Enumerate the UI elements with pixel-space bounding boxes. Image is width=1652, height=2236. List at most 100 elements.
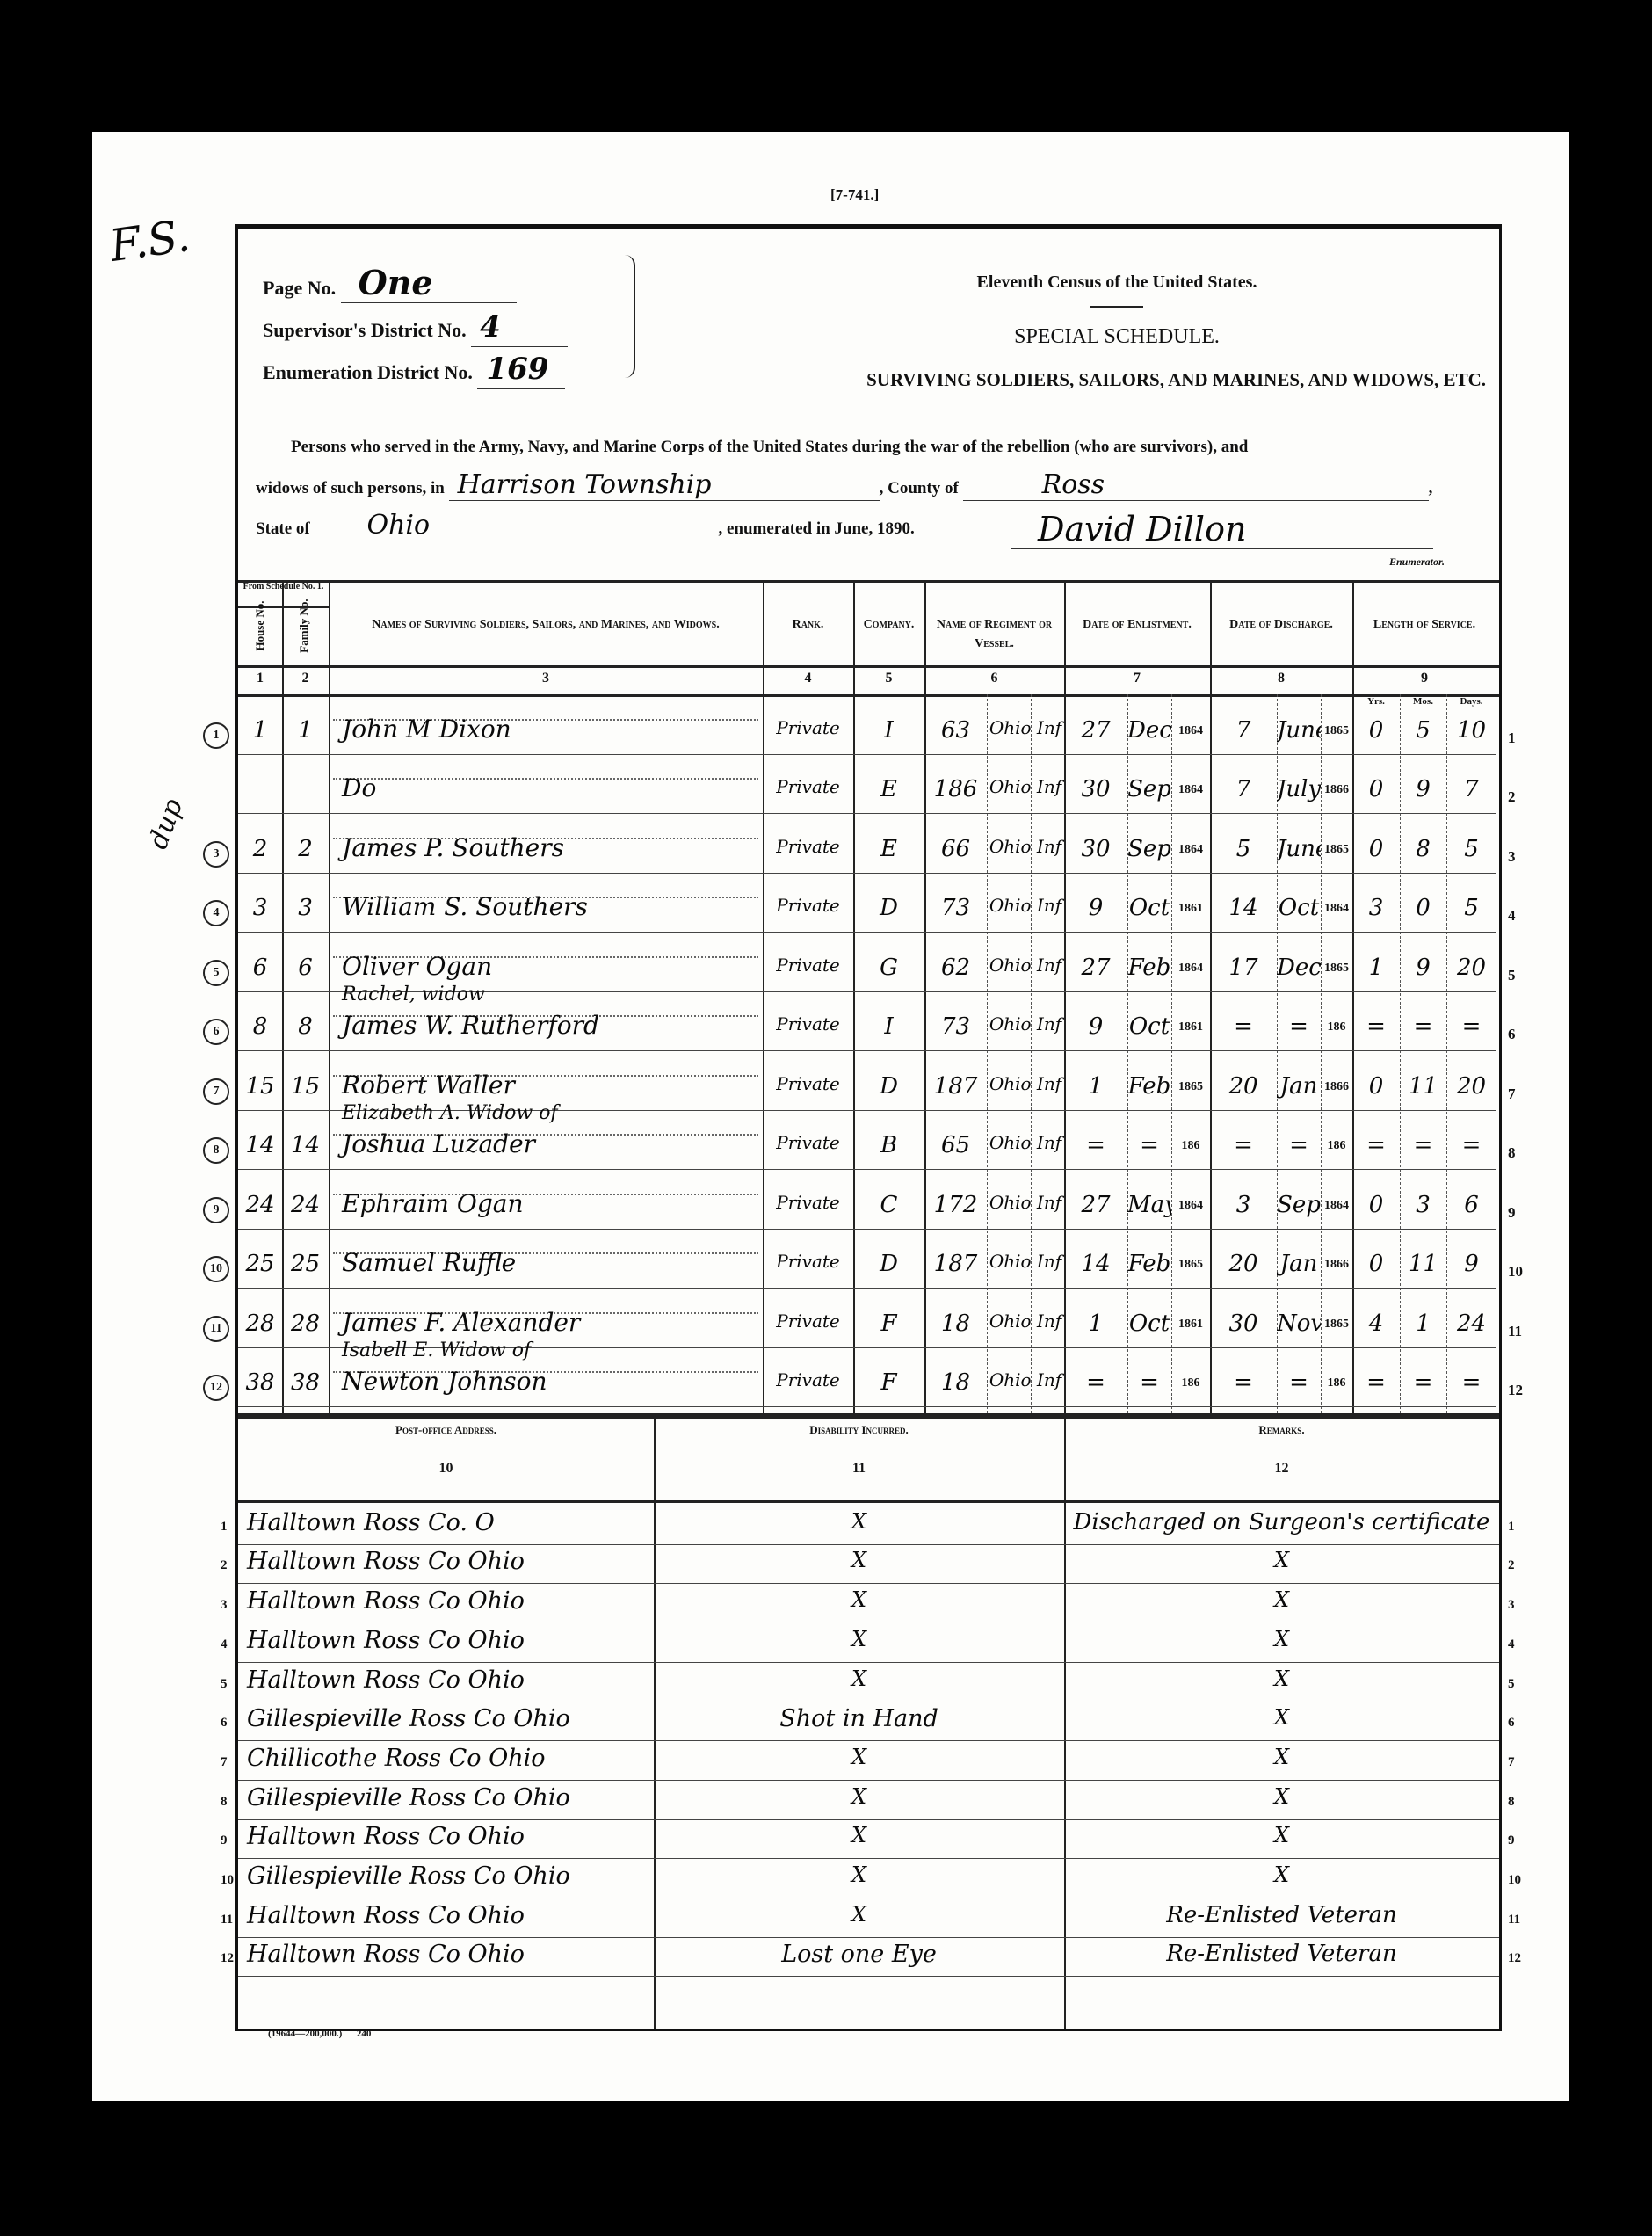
row-rule — [238, 1050, 1496, 1051]
row-rule — [238, 1228, 1496, 1230]
column-rule — [1210, 580, 1212, 1413]
service-subheader: Mos. — [1413, 696, 1433, 707]
line-number: 11 — [1508, 1912, 1521, 1927]
header-col-6: Name of Regiment or Vessel. — [936, 618, 1053, 650]
line-number: 10 — [1508, 1263, 1523, 1280]
cell-dis-day: 17 — [1228, 954, 1258, 981]
line-number: 1 — [1508, 1519, 1515, 1534]
cell-rank: Private — [776, 1072, 840, 1094]
post-office-address: Halltown Ross Co Ohio — [247, 1626, 525, 1654]
column-number: 1 — [257, 671, 264, 686]
circled-line-number: 9 — [203, 1196, 229, 1223]
cell-dis-day: = — [1234, 1013, 1253, 1040]
cell-enl-day: 27 — [1081, 1191, 1111, 1218]
cell-reg-name: Ohio Inf — [989, 1191, 1062, 1213]
cell-enl-month: = — [1140, 1132, 1159, 1158]
cell-days: 10 — [1456, 716, 1487, 744]
column-number: 4 — [804, 671, 812, 686]
remarks: Re-Enlisted Veteran — [1166, 1901, 1397, 1928]
sub-column-rule — [1277, 694, 1278, 1413]
post-office-address: Gillespieville Ross Co Ohio — [247, 1862, 570, 1890]
line-number: 9 — [1508, 1833, 1515, 1848]
from-schedule-label: From Schedule No. 1. — [243, 582, 324, 592]
cell-dis-day: 20 — [1228, 1072, 1258, 1100]
remarks: Re-Enlisted Veteran — [1166, 1941, 1397, 1968]
cell-reg-name: Ohio Inf — [989, 1310, 1062, 1332]
cell-enl-year: 186 — [1181, 1139, 1200, 1152]
cell-company: F — [880, 1369, 897, 1396]
cell-enl-day: = — [1086, 1369, 1105, 1396]
disability-incurred: X — [851, 1901, 867, 1927]
schedule-subtitle: SURVIVING SOLDIERS, SAILORS, AND MARINES… — [866, 369, 1486, 390]
column-number: 10 — [438, 1461, 453, 1476]
cell-enl-year: 1864 — [1178, 842, 1203, 856]
line-number: 2 — [1508, 1558, 1515, 1573]
cell-enl-month: Sep — [1127, 835, 1171, 862]
cell-mos: 8 — [1416, 835, 1431, 862]
cell-reg-no: 172 — [933, 1191, 978, 1218]
circled-line-number: 1 — [203, 722, 229, 749]
row-rule — [238, 1406, 1496, 1407]
cell-family: 25 — [290, 1251, 321, 1277]
cell-days: = — [1461, 1369, 1482, 1396]
post-office-address: Gillespieville Ross Co Ohio — [247, 1783, 570, 1811]
remarks: Discharged on Surgeon's certificate — [1073, 1508, 1490, 1535]
cell-reg-name: Ohio Inf — [989, 835, 1062, 857]
cell-enl-month: Oct — [1128, 1013, 1170, 1040]
header-col-8: Date of Discharge. — [1229, 618, 1333, 631]
column-number: 2 — [301, 671, 309, 686]
supervisor-district-field: Supervisor's District No. 4 — [263, 308, 569, 350]
row-rule — [238, 991, 1496, 992]
circled-line-number: 4 — [203, 900, 229, 926]
post-office-address: Gillespieville Ross Co Ohio — [247, 1705, 570, 1733]
column-number: 6 — [990, 671, 998, 686]
cell-yrs: = — [1366, 1132, 1386, 1158]
line-number: 7 — [221, 1754, 228, 1769]
cell-dis-month: Jan — [1279, 1251, 1318, 1277]
cell-enl-day: 30 — [1081, 776, 1111, 802]
cell-reg-no: 73 — [940, 1013, 971, 1040]
cell-enl-day: 14 — [1081, 1251, 1111, 1277]
cell-enl-month: Feb — [1127, 1251, 1171, 1277]
row-rule — [238, 1740, 1499, 1742]
cell-rank: Private — [776, 1369, 840, 1390]
cell-company: I — [884, 1013, 894, 1040]
schedule-title: SPECIAL SCHEDULE. — [1014, 325, 1220, 348]
sub-column-rule — [1321, 694, 1322, 1413]
census-title: Eleventh Census of the United States. — [976, 272, 1257, 292]
cell-house: 25 — [245, 1251, 275, 1277]
row-dotted-rule — [333, 1371, 758, 1373]
circled-line-number: 5 — [203, 959, 229, 986]
column-rule — [1352, 580, 1354, 1413]
cell-dis-month: Jan — [1279, 1072, 1318, 1100]
row-dotted-rule — [333, 778, 758, 780]
cell-rank: Private — [776, 954, 840, 976]
post-office-address: Halltown Ross Co Ohio — [247, 1823, 525, 1851]
cell-dis-day: 30 — [1228, 1310, 1258, 1337]
cell-house: 15 — [245, 1072, 275, 1100]
header-lower-11: Disability Incurred. — [809, 1423, 909, 1436]
column-number: 9 — [1421, 671, 1428, 686]
page-no-value: One — [340, 264, 517, 303]
line-number: 9 — [1508, 1203, 1516, 1221]
soldier-name: Oliver Ogan — [342, 951, 493, 981]
column-number: 12 — [1274, 1461, 1289, 1476]
enumerator-label: Enumerator. — [1389, 555, 1446, 568]
soldier-name: John M Dixon — [342, 714, 511, 744]
enumeration-district-value: 169 — [477, 350, 566, 389]
cell-reg-no: 187 — [933, 1072, 978, 1100]
line-number: 11 — [1508, 1322, 1523, 1339]
widow-note: Rachel, widow — [342, 984, 485, 1005]
cell-company: E — [880, 776, 897, 802]
margin-note-dup: dup — [142, 795, 190, 853]
line-number: 12 — [1508, 1382, 1523, 1398]
column-rule — [1064, 1417, 1066, 2029]
line-number: 6 — [1508, 1026, 1516, 1042]
column-rule — [1064, 580, 1066, 1413]
row-rule — [238, 1936, 1499, 1938]
cell-yrs: 4 — [1368, 1310, 1384, 1337]
remarks: X — [1273, 1744, 1290, 1769]
column-number: 3 — [542, 671, 549, 686]
cell-enl-day: 30 — [1081, 835, 1111, 862]
cell-dis-month: Sep — [1277, 1191, 1321, 1218]
